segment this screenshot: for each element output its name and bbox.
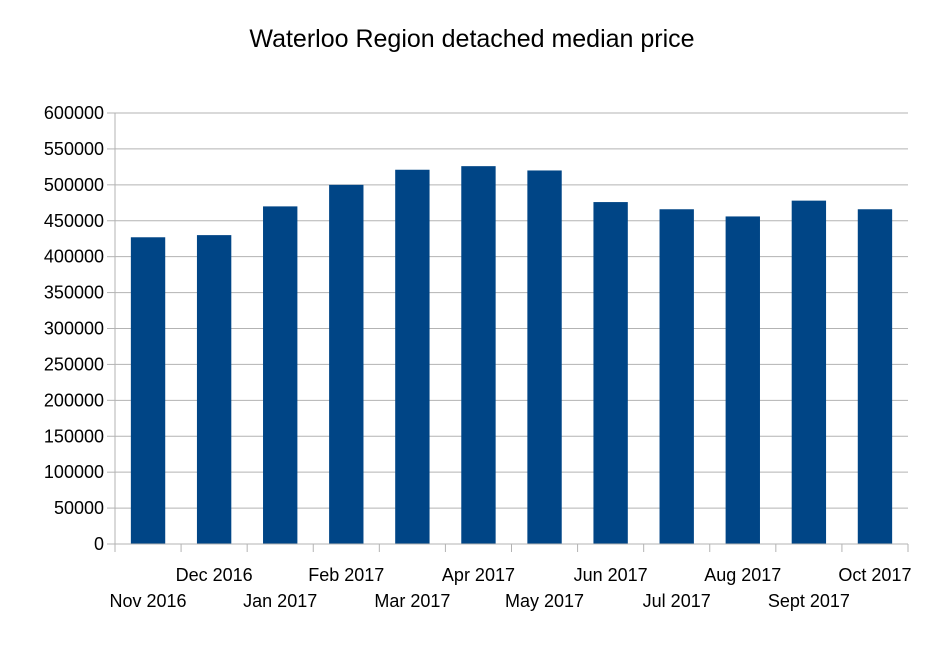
x-axis: [114, 543, 909, 552]
chart-title: Waterloo Region detached median price: [249, 25, 694, 53]
bar: [725, 216, 760, 544]
y-tick-label: 400000: [44, 247, 104, 267]
x-category-label: Oct 2017: [838, 565, 911, 585]
y-tick-label: 350000: [44, 283, 104, 303]
bar: [329, 184, 364, 545]
x-category-label: Aug 2017: [704, 565, 781, 585]
x-category-label: Apr 2017: [442, 565, 515, 585]
x-category-label: Mar 2017: [374, 591, 450, 611]
y-tick-label: 600000: [44, 103, 104, 123]
bars: [130, 166, 893, 545]
grid-lines: [114, 112, 908, 545]
bar: [263, 206, 298, 544]
bar: [461, 166, 496, 544]
y-tick-label: 250000: [44, 354, 104, 374]
bar: [395, 169, 430, 544]
bar: [593, 202, 628, 544]
bar: [857, 209, 893, 545]
y-tick-label: 0: [94, 534, 104, 554]
y-tick-label: 450000: [44, 211, 104, 231]
bar: [659, 209, 694, 545]
y-tick-label: 300000: [44, 319, 104, 339]
y-tick-label: 150000: [44, 426, 104, 446]
bar: [130, 237, 166, 544]
y-tick-label: 550000: [44, 139, 104, 159]
x-category-label: May 2017: [505, 591, 584, 611]
x-category-label: Jun 2017: [574, 565, 648, 585]
bar: [196, 235, 232, 544]
bar: [791, 200, 827, 545]
y-tick-label: 200000: [44, 390, 104, 410]
y-tick-label: 100000: [44, 462, 104, 482]
x-category-label: Feb 2017: [308, 565, 384, 585]
x-axis-labels: Nov 2016 Dec 2016 Jan 2017 Feb 2017 Mar 2017…: [110, 565, 912, 611]
y-tick-label: 500000: [44, 175, 104, 195]
y-axis-ticks: 0 50000 100000 150000 200000 250000 300000 3500…: [44, 103, 115, 554]
x-category-label: Nov 2016: [110, 591, 187, 611]
y-tick-label: 50000: [54, 498, 104, 518]
bar: [527, 170, 562, 544]
x-category-label: Dec 2016: [176, 565, 253, 585]
x-category-label: Sept 2017: [768, 591, 850, 611]
x-category-label: Jul 2017: [643, 591, 711, 611]
x-category-label: Jan 2017: [243, 591, 317, 611]
